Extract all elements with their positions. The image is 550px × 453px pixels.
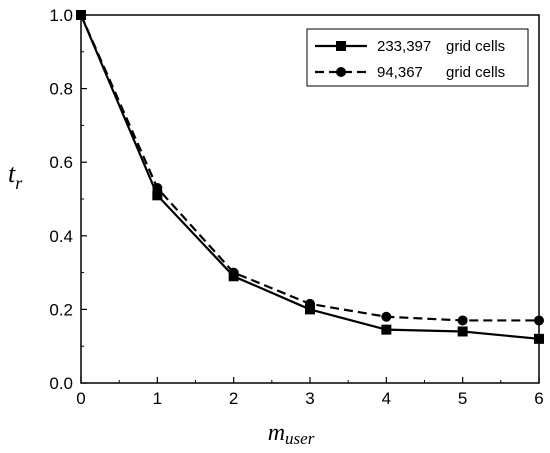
y-tick-label: 0.8 — [49, 80, 73, 99]
data-point-square — [381, 324, 392, 335]
series-2 — [76, 10, 544, 326]
y-tick-label: 0.6 — [49, 153, 73, 172]
y-axis-label: tr — [8, 159, 23, 193]
y-tick-label: 1.0 — [49, 6, 73, 25]
data-point-circle — [381, 311, 392, 322]
x-tick-label: 5 — [458, 389, 467, 408]
legend: 233,397 grid cells 94,367 grid cells — [306, 28, 529, 87]
data-point-square — [336, 41, 346, 51]
data-point-circle — [76, 10, 86, 20]
legend-label: grid cells — [446, 64, 505, 81]
x-tick-label: 4 — [382, 389, 391, 408]
y-tick-label: 0.4 — [49, 227, 73, 246]
data-point-circle — [305, 298, 315, 309]
series-layer — [76, 10, 544, 344]
y-tick-label: 0.0 — [49, 374, 73, 393]
legend-count: 233,397 — [377, 38, 431, 55]
x-tick-label: 6 — [534, 389, 543, 408]
x-tick-label: 0 — [76, 389, 85, 408]
legend-box — [306, 28, 529, 87]
data-point-circle — [228, 267, 239, 278]
x-tick-label: 2 — [229, 389, 238, 408]
legend-label: grid cells — [446, 38, 505, 55]
data-point-circle — [336, 67, 346, 77]
data-point-square — [457, 326, 468, 337]
x-tick-label: 1 — [153, 389, 162, 408]
x-tick-label: 3 — [305, 389, 314, 408]
data-point-square — [305, 304, 315, 315]
data-point-circle — [534, 315, 544, 326]
data-point-square — [152, 190, 163, 201]
legend-count: 94,367 — [377, 64, 423, 81]
x-axis-label: muser — [268, 420, 315, 448]
data-point-square — [534, 333, 544, 344]
x-axis-ticks: 0 1 2 3 4 5 6 — [76, 377, 544, 408]
y-axis-ticks: 0.0 0.2 0.4 0.6 0.8 1.0 — [49, 6, 87, 393]
data-point-circle — [457, 315, 468, 326]
y-tick-label: 0.2 — [49, 300, 73, 319]
data-point-circle — [152, 182, 163, 193]
